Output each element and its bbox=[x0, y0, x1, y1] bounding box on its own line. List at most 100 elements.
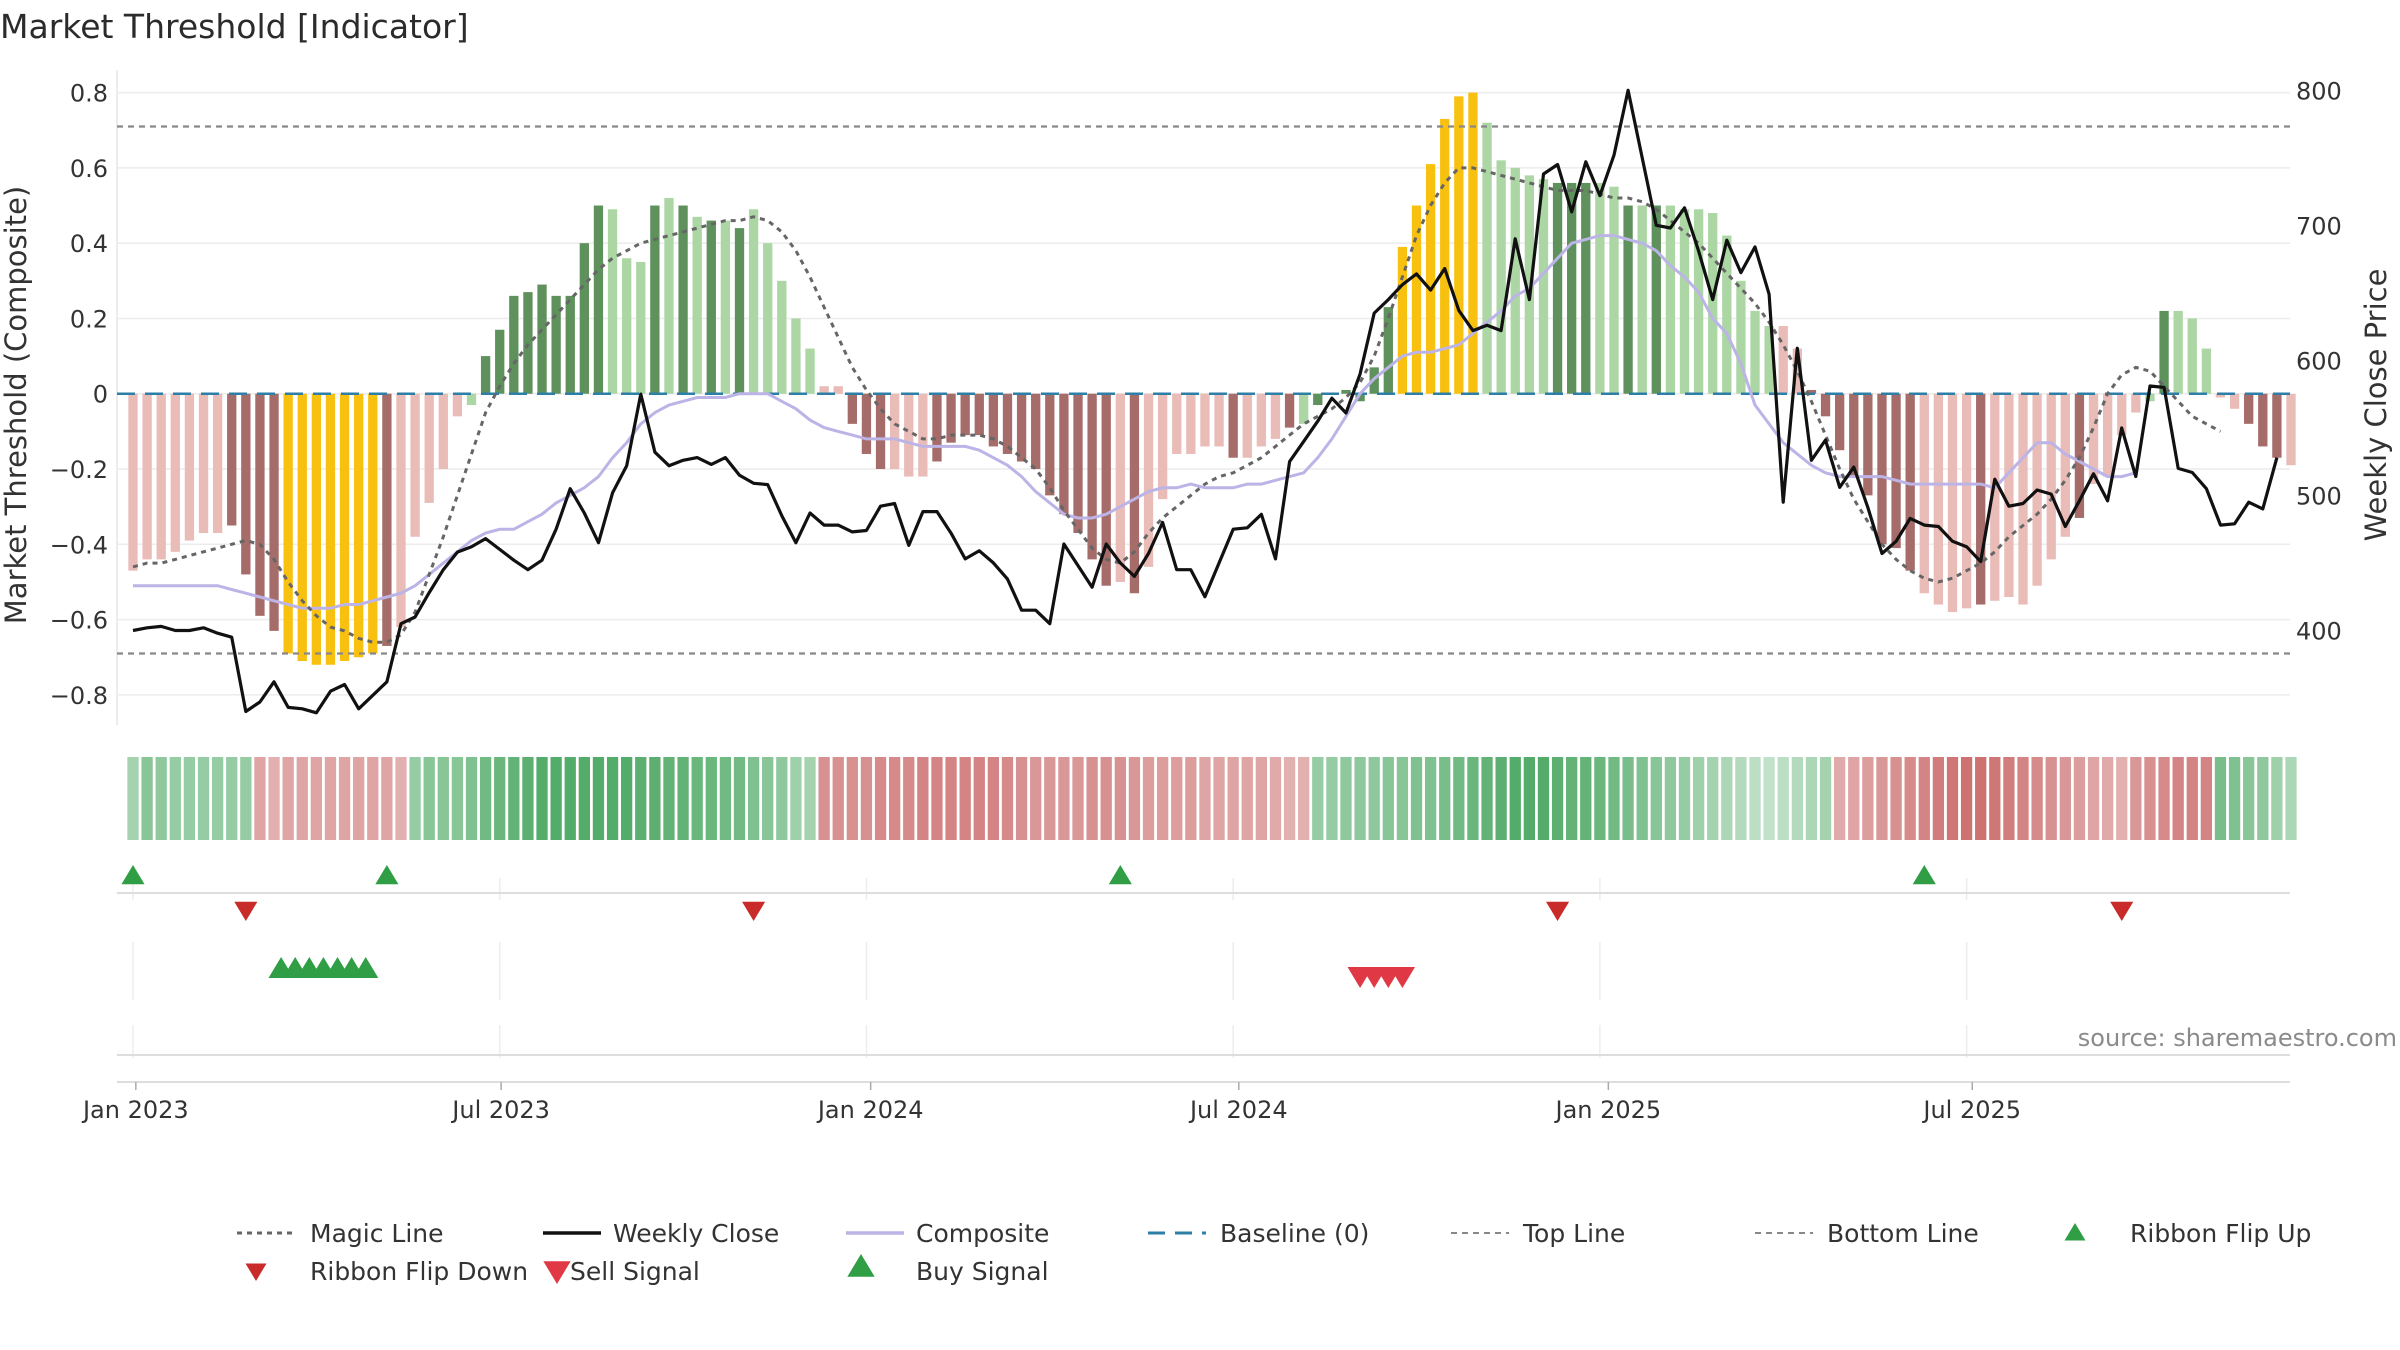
ribbon-cell bbox=[169, 757, 181, 840]
x-tick-label: Jul 2023 bbox=[450, 1096, 550, 1124]
y-axis-label-right: Weekly Close Price bbox=[2359, 269, 2393, 542]
ribbon-cell bbox=[606, 757, 619, 840]
ribbon-cell bbox=[254, 757, 266, 840]
ribbon-cell bbox=[1185, 757, 1197, 840]
composite-bar bbox=[918, 393, 928, 477]
composite-bar bbox=[1270, 393, 1281, 439]
ribbon-cell bbox=[1805, 757, 1818, 840]
ribbon-cell bbox=[324, 757, 337, 840]
composite-bar bbox=[833, 386, 843, 394]
ribbon-cell bbox=[155, 757, 167, 840]
composite-bar bbox=[1256, 393, 1267, 447]
ribbon-cell bbox=[959, 757, 971, 840]
ribbon-flip-down-marker bbox=[1546, 901, 1570, 921]
ribbon-cell bbox=[1791, 757, 1803, 840]
composite-bar bbox=[283, 393, 293, 654]
ribbon-cell bbox=[1777, 757, 1789, 840]
ribbon-cell bbox=[1975, 757, 1987, 840]
ribbon-cell bbox=[197, 757, 210, 840]
ribbon-cell bbox=[1326, 757, 1338, 840]
ribbon-cell bbox=[1255, 757, 1268, 840]
sell-signal-marker bbox=[1389, 967, 1416, 988]
composite-bar bbox=[1722, 235, 1732, 394]
y-tick-label-left: 0.2 bbox=[70, 305, 108, 333]
ribbon-cell bbox=[1594, 757, 1606, 840]
composite-bar bbox=[974, 393, 984, 436]
ribbon-cell bbox=[1622, 757, 1634, 840]
ribbon-cell bbox=[183, 757, 196, 840]
ribbon-cell bbox=[2101, 757, 2114, 840]
ribbon-cell bbox=[578, 757, 590, 840]
composite-bar bbox=[763, 243, 773, 394]
composite-bar bbox=[692, 216, 702, 394]
ribbon-cell bbox=[1015, 757, 1028, 840]
composite-bar bbox=[1834, 393, 1845, 451]
ribbon-cell bbox=[1410, 757, 1423, 840]
x-ticks: Jan 2023 Jul 2023 Jan 2024 Jul 2024 Jan 2025… bbox=[81, 1082, 2021, 1124]
ribbon-cell bbox=[2228, 757, 2241, 840]
legend-label: Sell Signal bbox=[570, 1257, 700, 1286]
ribbon-cell bbox=[2144, 757, 2156, 840]
composite-bar bbox=[2187, 318, 2197, 394]
composite-bar bbox=[1736, 280, 1746, 394]
composite-bar bbox=[2244, 393, 2254, 424]
ribbon-cell bbox=[2017, 757, 2029, 840]
composite-bar bbox=[720, 220, 731, 394]
composite-bar bbox=[889, 393, 900, 470]
composite-bar bbox=[142, 393, 152, 560]
composite-bar bbox=[1905, 393, 1915, 571]
ribbon-strip bbox=[127, 757, 2297, 840]
ribbon-cell bbox=[2214, 757, 2227, 840]
composite-bar bbox=[1016, 393, 1027, 462]
composite-bar bbox=[650, 205, 660, 394]
ribbon-cell bbox=[1086, 757, 1098, 840]
ribbon-flip-down-marker bbox=[742, 901, 766, 921]
composite-bar bbox=[382, 393, 392, 646]
composite-bar bbox=[269, 393, 279, 631]
composite-bar bbox=[1510, 167, 1520, 394]
ribbon-cell bbox=[1156, 757, 1169, 840]
ribbon-cell bbox=[1269, 757, 1282, 840]
buy-signal-marker bbox=[353, 957, 379, 978]
composite-bar bbox=[861, 393, 872, 454]
ribbon-cell bbox=[338, 757, 351, 840]
ribbon-cell bbox=[889, 757, 901, 840]
y-tick-label-left: 0.4 bbox=[70, 230, 108, 258]
ribbon-cell bbox=[1664, 757, 1677, 840]
ribbon-cell bbox=[226, 757, 238, 840]
series-lines bbox=[132, 88, 2279, 715]
composite-bar bbox=[1990, 393, 2000, 601]
composite-bar bbox=[2102, 393, 2113, 477]
composite-bar bbox=[495, 329, 505, 394]
composite-bar bbox=[339, 393, 350, 662]
composite-bar bbox=[255, 393, 265, 616]
ribbon-cell bbox=[1283, 757, 1296, 840]
composite-bar bbox=[227, 393, 237, 526]
ribbon-cell bbox=[2130, 757, 2142, 840]
legend-label: Baseline (0) bbox=[1220, 1219, 1369, 1248]
composite-bar bbox=[2201, 348, 2212, 394]
composite-bar bbox=[466, 393, 477, 406]
composite-bar bbox=[805, 348, 815, 394]
ribbon-cell bbox=[621, 757, 633, 840]
composite-bar bbox=[2215, 393, 2226, 398]
composite-bar bbox=[1228, 393, 1238, 458]
ribbon-cell bbox=[1918, 757, 1930, 840]
composite-bar bbox=[1750, 310, 1760, 394]
composite-bar bbox=[1073, 393, 1083, 534]
ribbon-cell bbox=[776, 757, 788, 840]
composite-bar bbox=[311, 393, 322, 665]
composite-bar bbox=[184, 393, 195, 541]
y-tick-label-left: −0.8 bbox=[50, 682, 108, 710]
legend-label: Composite bbox=[916, 1219, 1049, 1248]
ribbon-cell bbox=[1834, 757, 1846, 840]
composite-bar bbox=[1482, 122, 1492, 394]
composite-bar bbox=[198, 393, 209, 534]
composite-bar bbox=[1425, 164, 1436, 394]
composite-bar bbox=[1186, 393, 1196, 454]
composite-line bbox=[133, 234, 2137, 610]
ribbon-cell bbox=[635, 757, 647, 840]
ribbon-cell bbox=[1678, 757, 1691, 840]
composite-bar bbox=[1242, 393, 1252, 458]
ribbon-cell bbox=[2087, 757, 2100, 840]
